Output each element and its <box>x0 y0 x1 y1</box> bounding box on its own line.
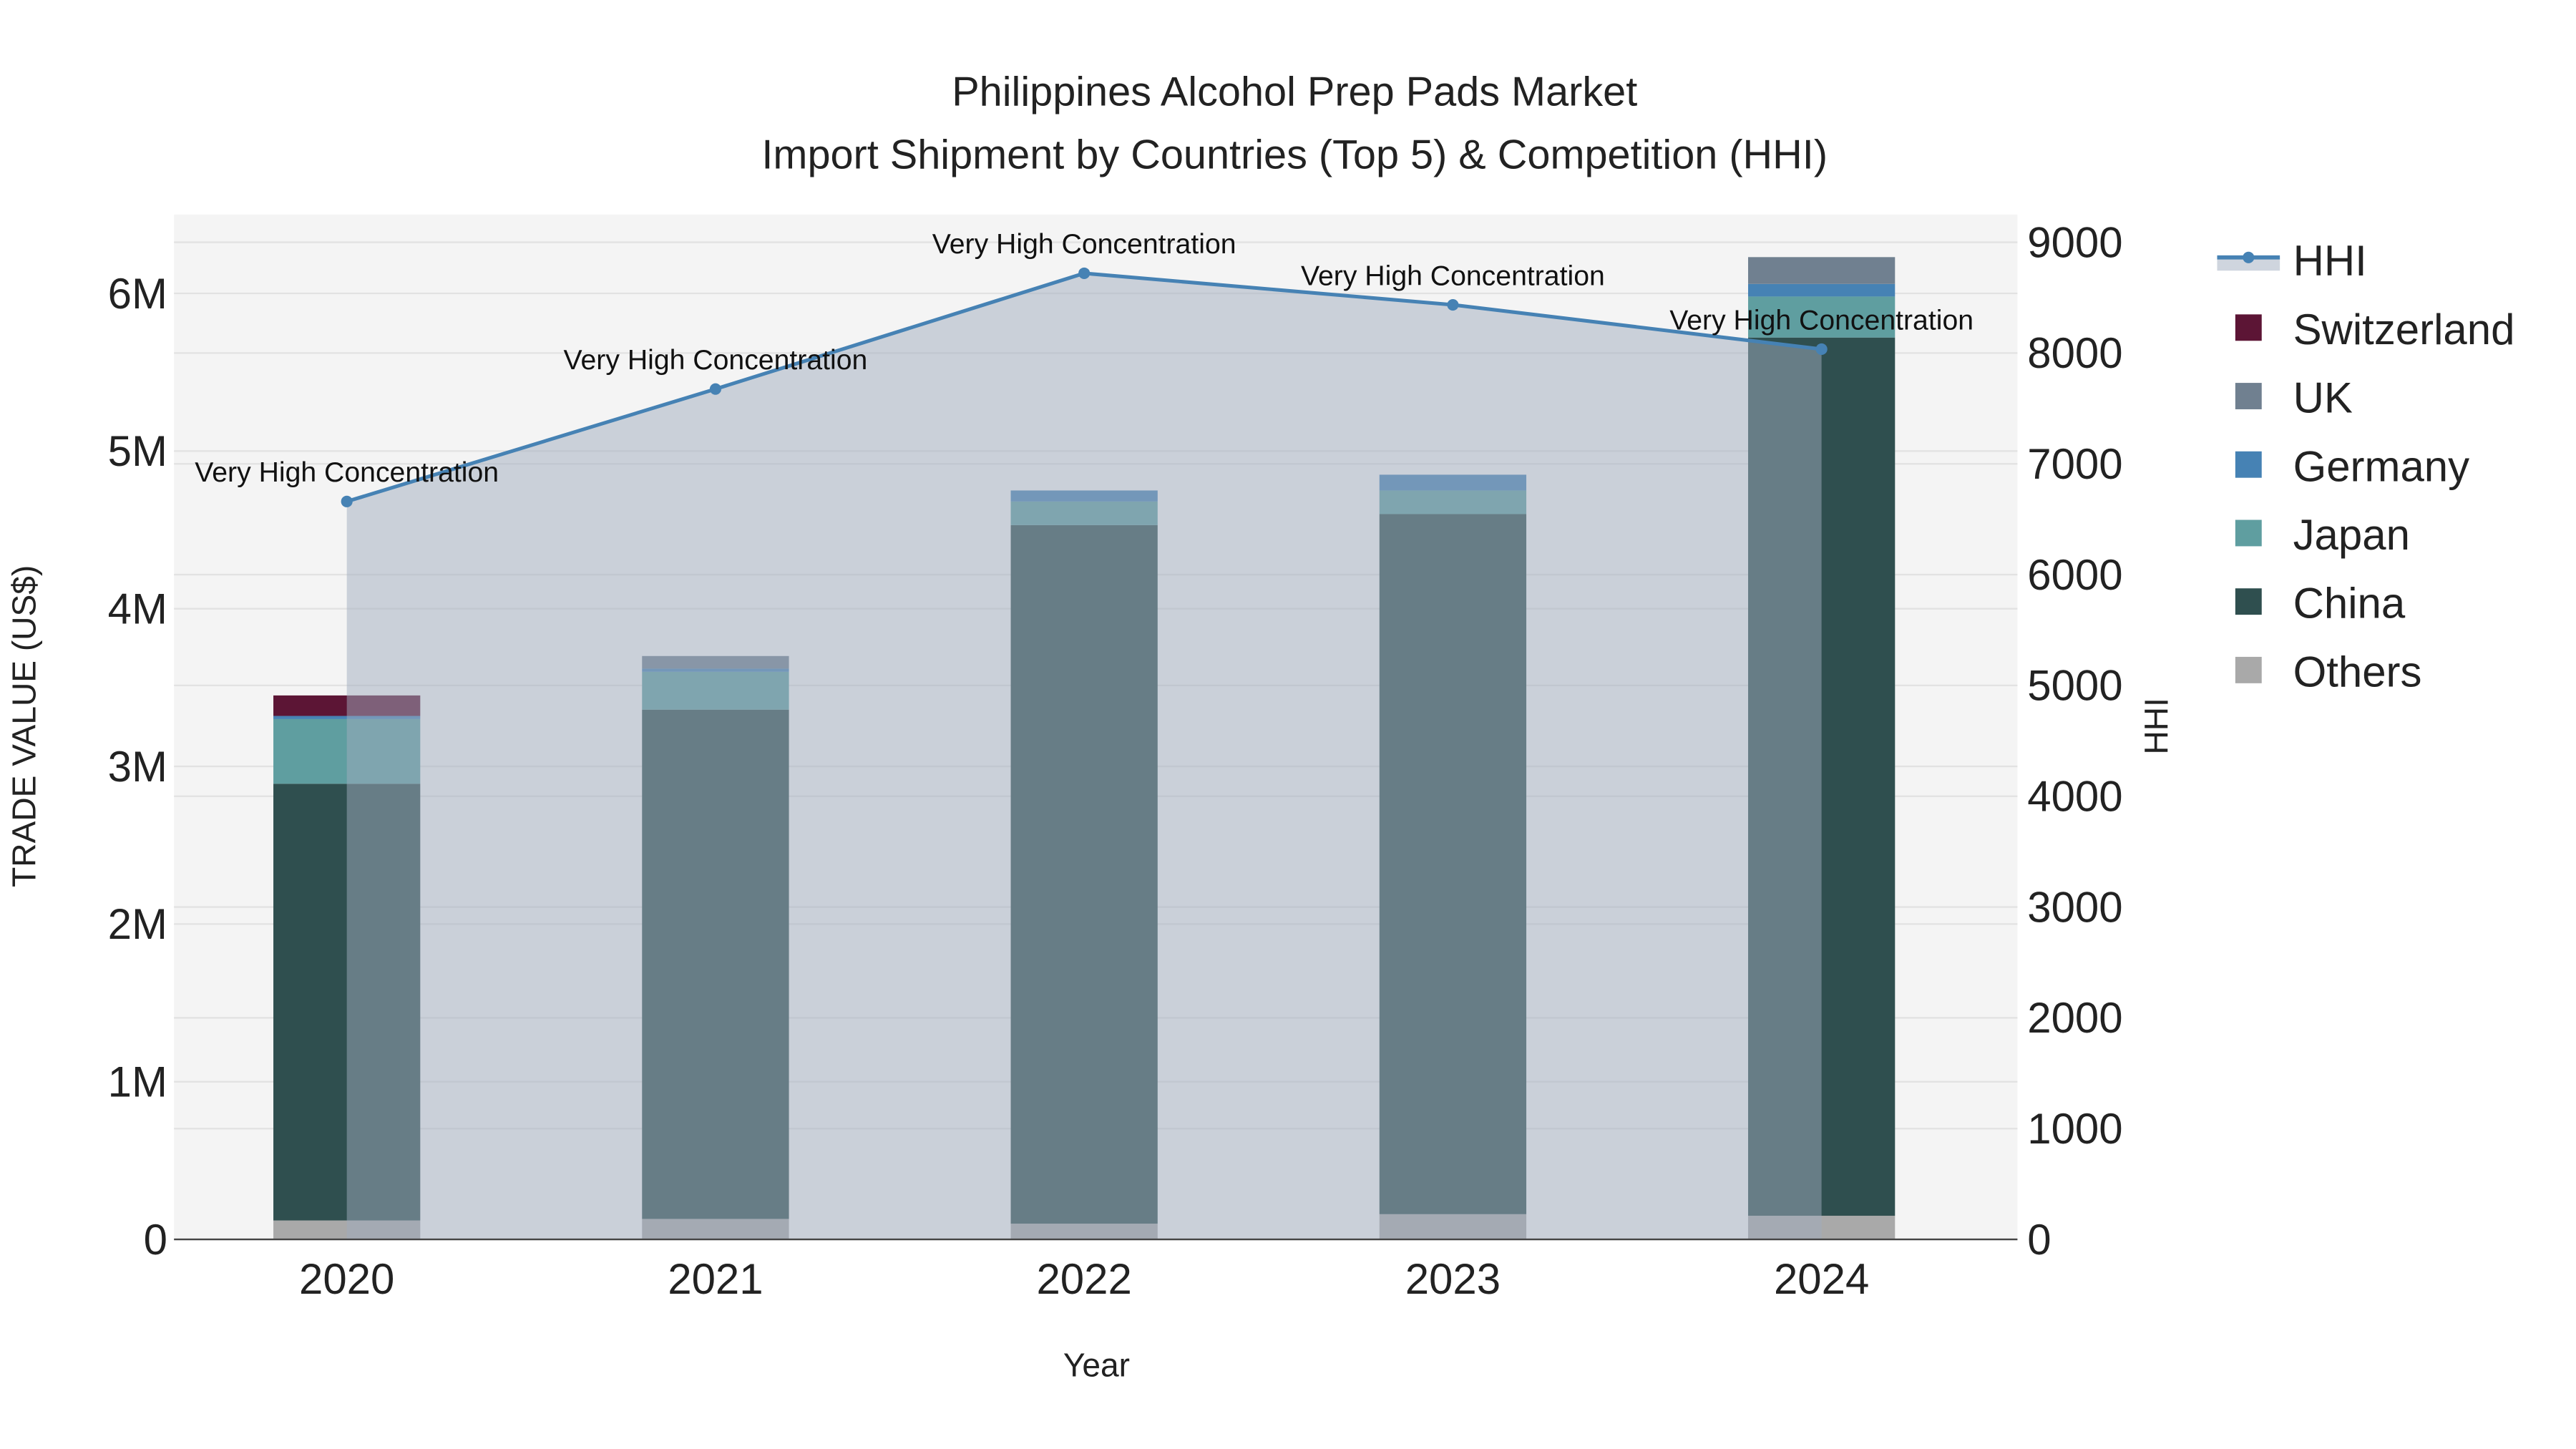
x-tick-label: 2023 <box>1405 1255 1501 1303</box>
legend-hhi-area-swatch <box>2217 257 2280 271</box>
x-tick-label: 2022 <box>1036 1255 1131 1303</box>
hhi-point <box>341 495 353 507</box>
hhi-point <box>1815 343 1828 356</box>
legend-item-switzerland: Switzerland <box>2235 306 2515 353</box>
legend-label: China <box>2293 580 2406 628</box>
y2-axis-label: HHI <box>2137 698 2175 754</box>
legend-label: Japan <box>2293 511 2410 559</box>
x-axis-label: Year <box>1063 1347 1130 1384</box>
y-tick-label: 2M <box>108 900 167 948</box>
legend-item-china: China <box>2235 580 2406 628</box>
legend-item-uk: UK <box>2235 374 2353 422</box>
legend-swatch <box>2235 451 2262 478</box>
y-axis-label: TRADE VALUE (US$) <box>5 565 42 887</box>
legend-hhi-marker <box>2243 251 2255 263</box>
legend-item-germany: Germany <box>2235 442 2469 490</box>
y2-tick-label: 4000 <box>2027 772 2122 820</box>
hhi-annotation: Very High Concentration <box>195 457 499 488</box>
hhi-annotation: Very High Concentration <box>564 345 868 376</box>
bar-uk <box>1748 257 1896 284</box>
y-tick-label: 5M <box>108 427 167 475</box>
legend-label: UK <box>2293 374 2353 422</box>
bar-germany <box>1748 283 1896 297</box>
chart-title-line1: Philippines Alcohol Prep Pads Market <box>952 69 1637 115</box>
chart-title-line2: Import Shipment by Countries (Top 5) & C… <box>761 132 1828 177</box>
legend-swatch <box>2235 656 2262 683</box>
legend-item-hhi: HHI <box>2217 237 2367 285</box>
hhi-point <box>1447 298 1459 311</box>
legend-label: Others <box>2293 648 2422 696</box>
legend-label: Switzerland <box>2293 306 2515 353</box>
hhi-point <box>709 383 721 395</box>
legend-swatch <box>2235 519 2262 547</box>
x-tick-label: 2021 <box>668 1255 763 1303</box>
legend-label: Germany <box>2293 442 2470 490</box>
legend-item-others: Others <box>2235 648 2422 696</box>
hhi-area <box>346 273 1822 1240</box>
y2-tick-label: 8000 <box>2027 329 2122 377</box>
y2-tick-label: 6000 <box>2027 551 2122 599</box>
legend-swatch <box>2235 588 2262 615</box>
y-tick-label: 1M <box>108 1058 167 1106</box>
y-tick-label: 6M <box>108 270 167 318</box>
hhi-annotation: Very High Concentration <box>1669 305 1974 336</box>
x-tick-label: 2024 <box>1774 1255 1869 1303</box>
y-tick-label: 4M <box>108 585 167 633</box>
y2-tick-label: 1000 <box>2027 1105 2122 1153</box>
y2-tick-label: 2000 <box>2027 994 2122 1042</box>
y2-tick-label: 9000 <box>2027 218 2122 266</box>
hhi-annotation: Very High Concentration <box>932 229 1236 260</box>
legend-swatch <box>2235 383 2262 409</box>
y-tick-label: 0 <box>144 1216 167 1264</box>
y2-tick-label: 5000 <box>2027 662 2122 710</box>
legend-swatch <box>2235 314 2262 341</box>
legend-item-japan: Japan <box>2235 511 2410 559</box>
x-tick-label: 2020 <box>299 1255 394 1303</box>
y2-tick-label: 3000 <box>2027 883 2122 931</box>
y2-tick-label: 7000 <box>2027 440 2122 488</box>
y-tick-label: 3M <box>108 743 167 791</box>
legend-label: HHI <box>2293 237 2367 285</box>
bar-japan <box>1748 296 1896 338</box>
y2-tick-label: 0 <box>2027 1216 2051 1264</box>
hhi-point <box>1078 267 1091 279</box>
hhi-annotation: Very High Concentration <box>1301 260 1605 291</box>
